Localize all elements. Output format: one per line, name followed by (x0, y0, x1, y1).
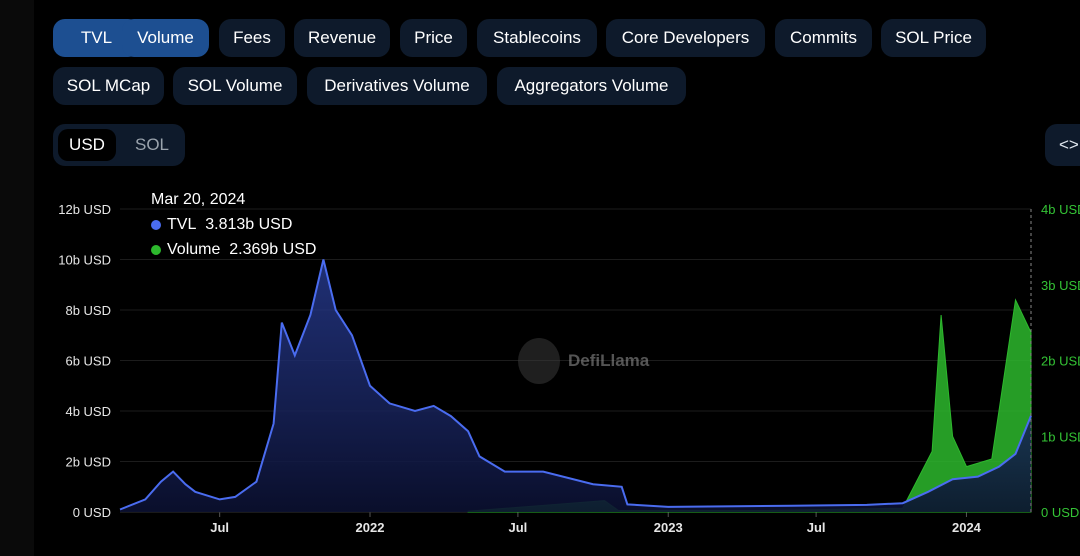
code-icon[interactable]: <> (1045, 124, 1080, 166)
tooltip-date: Mar 20, 2024 (151, 191, 246, 208)
x-tick-label: Jul (509, 520, 528, 535)
watermark: DefiLlama (518, 338, 649, 384)
x-tick-label: Jul (210, 520, 229, 535)
tooltip-row-tvl: TVL 3.813b USD (151, 212, 316, 237)
denomination-usd-option[interactable]: USD (58, 129, 116, 161)
x-tick-label: 2023 (654, 520, 683, 535)
y-right-tick-label: 1b USD (1041, 429, 1080, 444)
tvl-series-line (119, 259, 1032, 511)
y-left-tick-label: 6b USD (65, 354, 111, 369)
x-tick-label: 2024 (952, 520, 982, 535)
tooltip-tvl-name: TVL (167, 216, 197, 233)
x-tick-label: Jul (807, 520, 826, 535)
denomination-sol-option[interactable]: SOL (134, 135, 170, 154)
y-left-tick-label: 4b USD (65, 404, 111, 419)
tab-revenue[interactable]: Revenue (294, 19, 390, 57)
x-tick-label: 2022 (356, 520, 385, 535)
y-left-tick-label: 0 USD (73, 505, 111, 520)
tooltip-tvl-value: 3.813b USD (205, 216, 293, 233)
y-right-tick-label: 3b USD (1041, 278, 1080, 293)
chart-tooltip: Mar 20, 2024 TVL 3.813b USD Volume 2.369… (151, 187, 316, 262)
tooltip-volume-value: 2.369b USD (229, 241, 317, 258)
y-left-tick-label: 2b USD (65, 455, 111, 470)
page-left-edge (0, 0, 34, 556)
tab-sol-mcap[interactable]: SOL MCap (53, 67, 164, 105)
embed-label: <> (1059, 135, 1079, 154)
tab-aggregators-volume[interactable]: Aggregators Volume (497, 67, 686, 105)
tab-price[interactable]: Price (400, 19, 467, 57)
tab-volume[interactable]: Volume (122, 19, 209, 57)
volume-dot-icon (151, 244, 161, 255)
y-left-tick-label: 8b USD (65, 303, 111, 318)
y-left-tick-label: 10b USD (58, 253, 111, 268)
tab-sol-price[interactable]: SOL Price (881, 19, 986, 57)
tab-core-developers[interactable]: Core Developers (606, 19, 765, 57)
tab-stablecoins[interactable]: Stablecoins (477, 19, 597, 57)
tab-fees[interactable]: Fees (219, 19, 285, 57)
tab-sol-volume[interactable]: SOL Volume (173, 67, 297, 105)
tvl-series-area (120, 259, 1031, 512)
tooltip-volume-name: Volume (167, 241, 221, 258)
y-right-tick-label: 4b USD (1041, 202, 1080, 217)
y-right-tick-label: 2b USD (1041, 354, 1080, 369)
y-right-tick-label: 0 USD (1041, 505, 1079, 520)
y-left-tick-label: 12b USD (58, 202, 111, 217)
llama-logo-icon (518, 338, 560, 384)
watermark-text: DefiLlama (568, 351, 650, 370)
tab-derivatives-volume[interactable]: Derivatives Volume (307, 67, 487, 105)
tooltip-row-volume: Volume 2.369b USD (151, 237, 316, 262)
tvl-dot-icon (151, 219, 161, 230)
denomination-toggle: USD SOL (53, 124, 185, 166)
tab-commits[interactable]: Commits (775, 19, 872, 57)
